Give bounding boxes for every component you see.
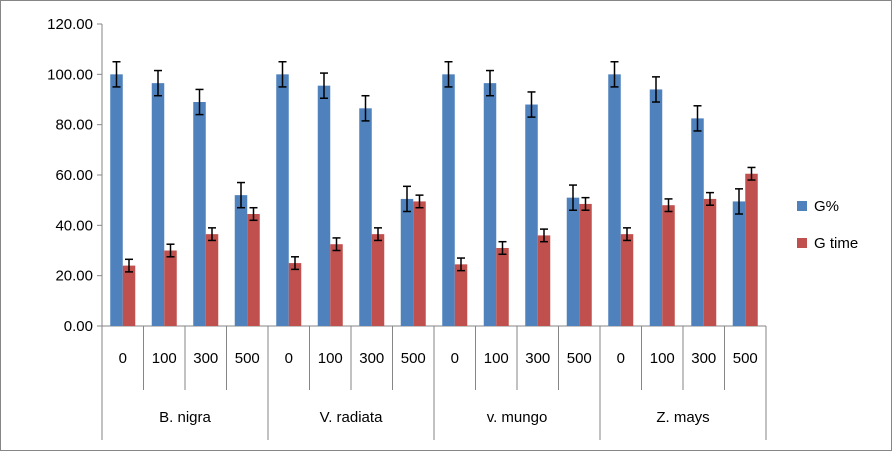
bar bbox=[330, 244, 343, 326]
bar bbox=[371, 234, 385, 326]
bar bbox=[525, 104, 538, 327]
x-tick-label: 0 bbox=[451, 350, 459, 367]
x-tick-label: 0 bbox=[285, 350, 293, 367]
bar bbox=[745, 173, 758, 326]
legend-swatch bbox=[797, 238, 807, 248]
legend-label: G% bbox=[814, 198, 839, 215]
group-label: v. mungo bbox=[487, 409, 548, 426]
bar bbox=[579, 203, 592, 326]
group-label: V. radiata bbox=[320, 409, 383, 426]
y-tick-label: 80.00 bbox=[55, 117, 93, 134]
x-tick-label: 100 bbox=[152, 350, 177, 367]
bar bbox=[649, 89, 663, 326]
y-tick-label: 100.00 bbox=[47, 66, 93, 83]
bar bbox=[276, 74, 289, 326]
legend-label: G time bbox=[814, 235, 858, 252]
group-label: Z. mays bbox=[656, 409, 709, 426]
y-tick-label: 20.00 bbox=[55, 268, 93, 285]
bar bbox=[732, 201, 746, 326]
x-tick-label: 500 bbox=[733, 350, 758, 367]
bar bbox=[483, 83, 497, 327]
bar bbox=[164, 250, 177, 326]
bar bbox=[234, 195, 248, 326]
y-tick-label: 120.00 bbox=[47, 16, 93, 33]
x-tick-label: 100 bbox=[484, 350, 509, 367]
bar bbox=[151, 83, 165, 327]
x-tick-label: 100 bbox=[650, 350, 675, 367]
x-tick-label: 500 bbox=[567, 350, 592, 367]
bar bbox=[193, 102, 206, 327]
x-tick-label: 0 bbox=[617, 350, 625, 367]
bar bbox=[247, 214, 260, 326]
bar bbox=[454, 264, 468, 326]
bar bbox=[413, 201, 426, 326]
bar bbox=[442, 74, 455, 326]
x-tick-label: 300 bbox=[691, 350, 716, 367]
group-label: B. nigra bbox=[159, 409, 211, 426]
bar bbox=[496, 247, 509, 326]
bar bbox=[608, 74, 621, 326]
bar bbox=[400, 198, 414, 326]
bar bbox=[662, 205, 675, 326]
y-tick-label: 0.00 bbox=[64, 318, 93, 335]
bar bbox=[359, 108, 372, 326]
bar bbox=[566, 197, 580, 326]
x-tick-label: 500 bbox=[235, 350, 260, 367]
y-tick-label: 60.00 bbox=[55, 167, 93, 184]
legend-swatch bbox=[797, 201, 807, 211]
x-tick-label: 300 bbox=[525, 350, 550, 367]
bar bbox=[537, 235, 551, 326]
bar bbox=[703, 198, 717, 326]
bar bbox=[317, 85, 331, 327]
bar bbox=[122, 265, 136, 326]
x-tick-label: 100 bbox=[318, 350, 343, 367]
bar bbox=[110, 74, 123, 326]
x-tick-label: 0 bbox=[119, 350, 127, 367]
x-tick-label: 300 bbox=[359, 350, 384, 367]
x-tick-label: 500 bbox=[401, 350, 426, 367]
bar bbox=[205, 234, 219, 326]
y-tick-label: 40.00 bbox=[55, 217, 93, 234]
bar bbox=[288, 263, 302, 326]
x-tick-label: 300 bbox=[193, 350, 218, 367]
bar bbox=[620, 234, 634, 326]
bar bbox=[691, 118, 704, 326]
